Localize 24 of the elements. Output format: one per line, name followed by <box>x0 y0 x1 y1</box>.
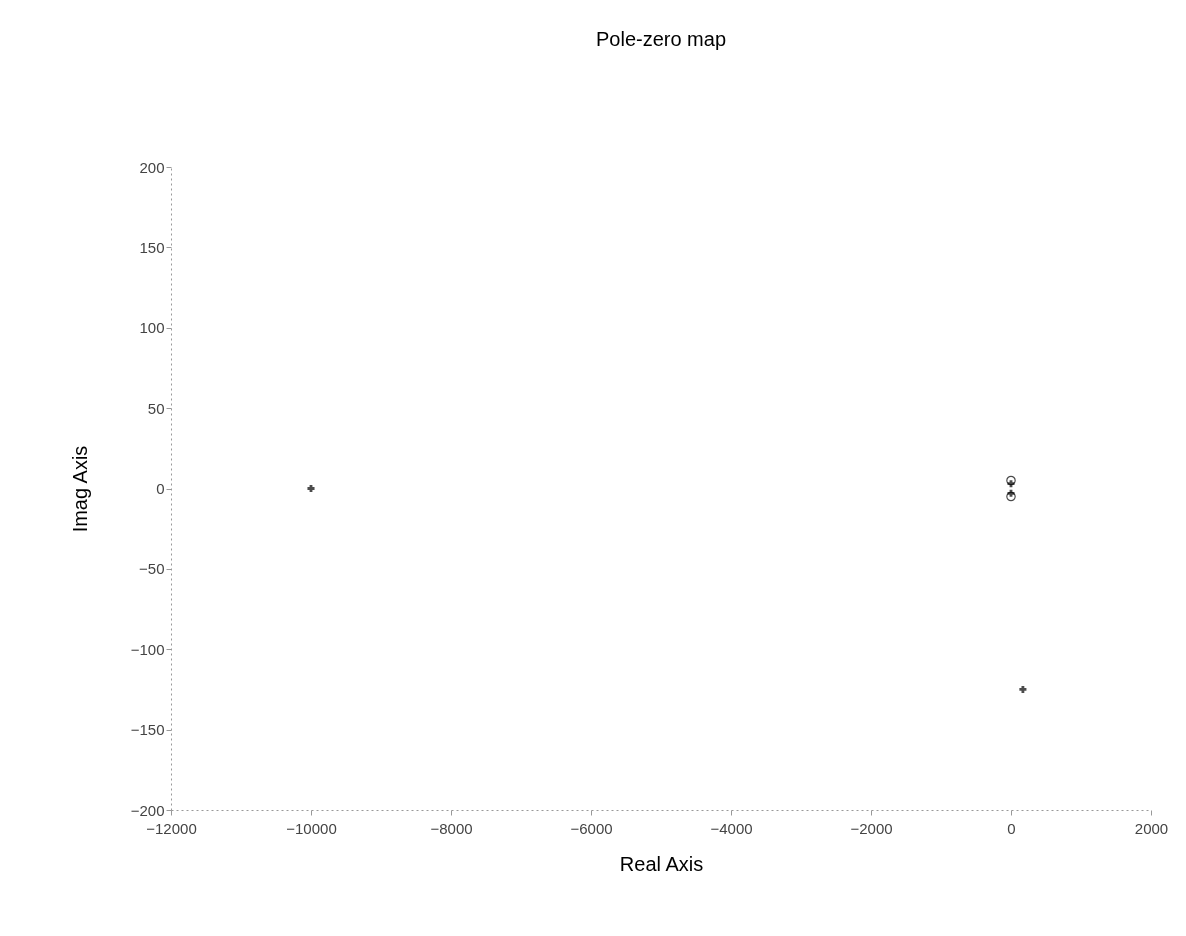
point <box>1006 475 1016 486</box>
x-tick-label: −8000 <box>430 819 473 837</box>
y-tick-label: −150 <box>130 721 165 739</box>
y-tick-label: 100 <box>139 319 165 337</box>
chart-title: Pole-zero map <box>595 28 727 50</box>
x-tick-label: −12000 <box>146 819 197 837</box>
x-tick-label: 0 <box>1007 819 1016 837</box>
y-tick-label: −200 <box>130 801 165 819</box>
x-tick-label: −2000 <box>850 819 893 837</box>
y-tick-label: −50 <box>139 560 165 578</box>
x-tick-label: 2000 <box>1134 819 1169 837</box>
point <box>307 484 315 493</box>
y-tick-label: 50 <box>147 399 165 417</box>
y-axis-title: Imag Axis <box>68 445 91 533</box>
y-tick-label: 150 <box>139 238 165 256</box>
x-tick-label: −10000 <box>286 819 337 837</box>
y-tick-label: 0 <box>156 480 165 497</box>
x-tick-label: −6000 <box>570 819 613 837</box>
point <box>1019 685 1027 693</box>
y-tick-label: −100 <box>130 640 165 658</box>
y-tick-label: 200 <box>139 158 165 176</box>
point <box>1006 491 1016 502</box>
x-tick-label: −4000 <box>710 819 753 837</box>
x-axis-title: Real Axis <box>619 852 704 875</box>
